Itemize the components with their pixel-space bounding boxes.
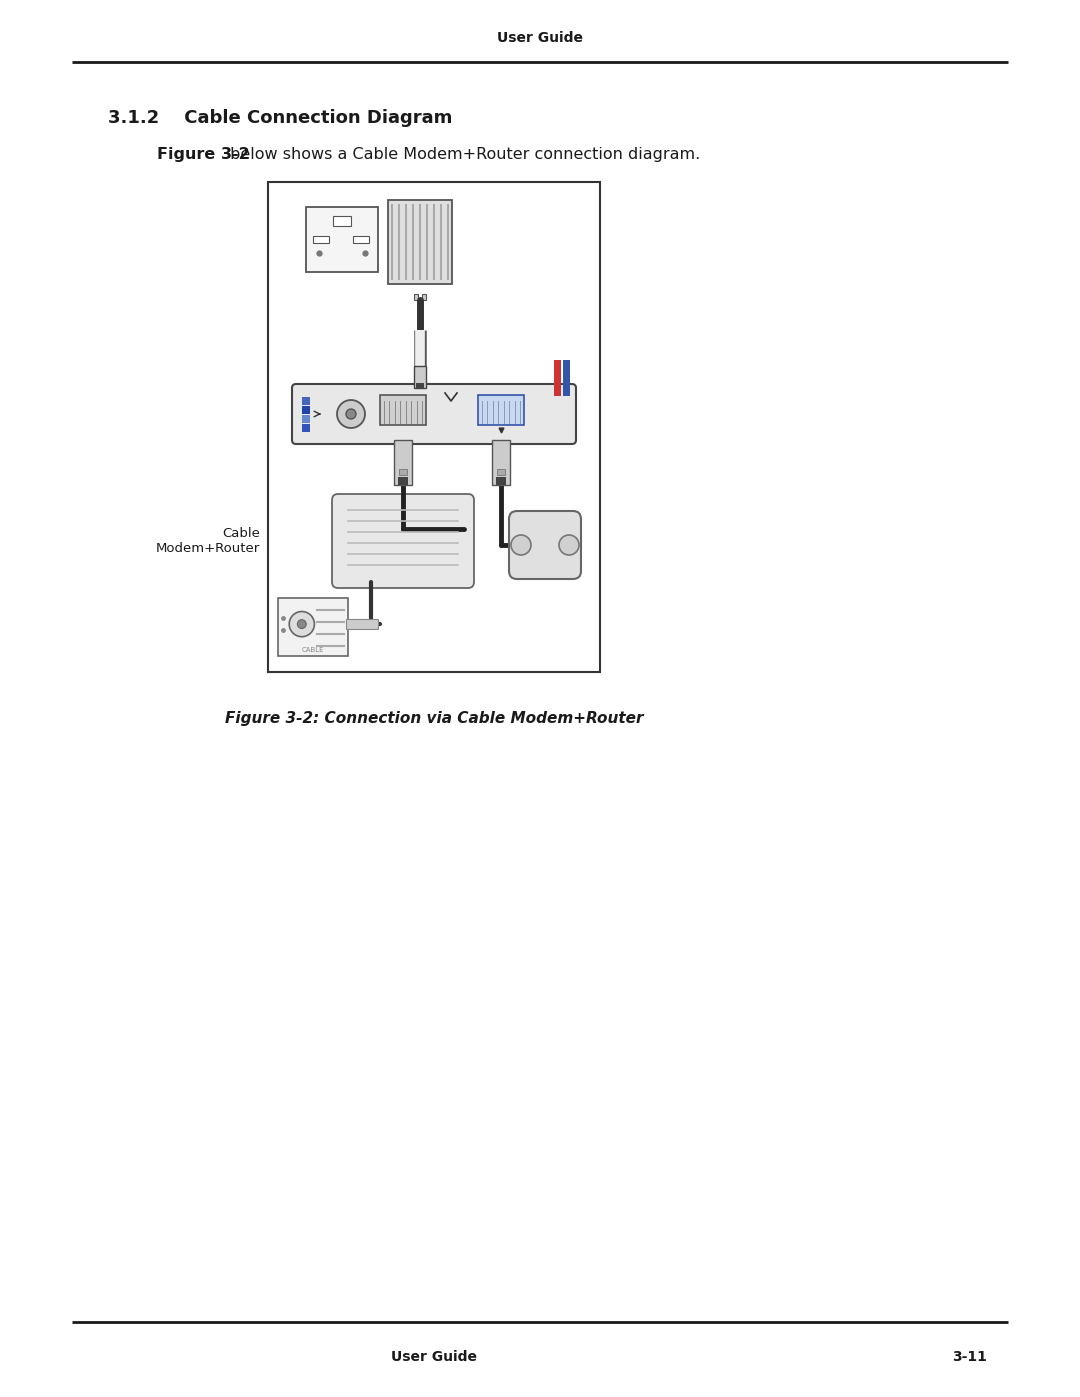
Bar (353, 236, 368, 243)
Bar (478, 395, 524, 425)
Text: 3-11: 3-11 (953, 1350, 987, 1363)
Bar (302, 407, 310, 414)
Bar (422, 293, 426, 300)
Bar (302, 425, 310, 432)
Bar (388, 200, 453, 284)
Text: CABLE: CABLE (301, 647, 324, 652)
Circle shape (346, 409, 356, 419)
Text: below shows a Cable Modem+Router connection diagram.: below shows a Cable Modem+Router connect… (225, 148, 700, 162)
Bar (496, 476, 507, 485)
Bar (268, 182, 600, 672)
Circle shape (559, 535, 579, 555)
Bar (302, 415, 310, 423)
Circle shape (297, 620, 307, 629)
FancyBboxPatch shape (509, 511, 581, 578)
Text: Figure 3-2: Figure 3-2 (157, 148, 249, 162)
Bar (399, 469, 407, 475)
Bar (399, 476, 408, 485)
Bar (346, 619, 378, 629)
Bar (416, 383, 424, 388)
Circle shape (289, 612, 314, 637)
Circle shape (511, 535, 531, 555)
Text: 3.1.2    Cable Connection Diagram: 3.1.2 Cable Connection Diagram (108, 109, 453, 127)
Circle shape (337, 400, 365, 427)
Bar (414, 366, 426, 388)
Text: Figure 3-2: Connection via Cable Modem+Router: Figure 3-2: Connection via Cable Modem+R… (225, 711, 644, 725)
Bar (497, 469, 505, 475)
Bar (334, 217, 351, 226)
Bar (492, 440, 510, 485)
Bar (306, 207, 378, 272)
Bar (563, 360, 570, 395)
Bar (313, 236, 329, 243)
FancyBboxPatch shape (292, 384, 576, 444)
Bar (380, 395, 426, 425)
Text: Cable
Modem+Router: Cable Modem+Router (156, 527, 260, 555)
Bar (554, 360, 561, 395)
Bar (414, 293, 418, 300)
Text: User Guide: User Guide (391, 1350, 477, 1363)
Bar (394, 440, 411, 485)
Bar (278, 598, 348, 657)
Bar (302, 397, 310, 405)
FancyBboxPatch shape (332, 495, 474, 588)
Text: User Guide: User Guide (497, 31, 583, 45)
